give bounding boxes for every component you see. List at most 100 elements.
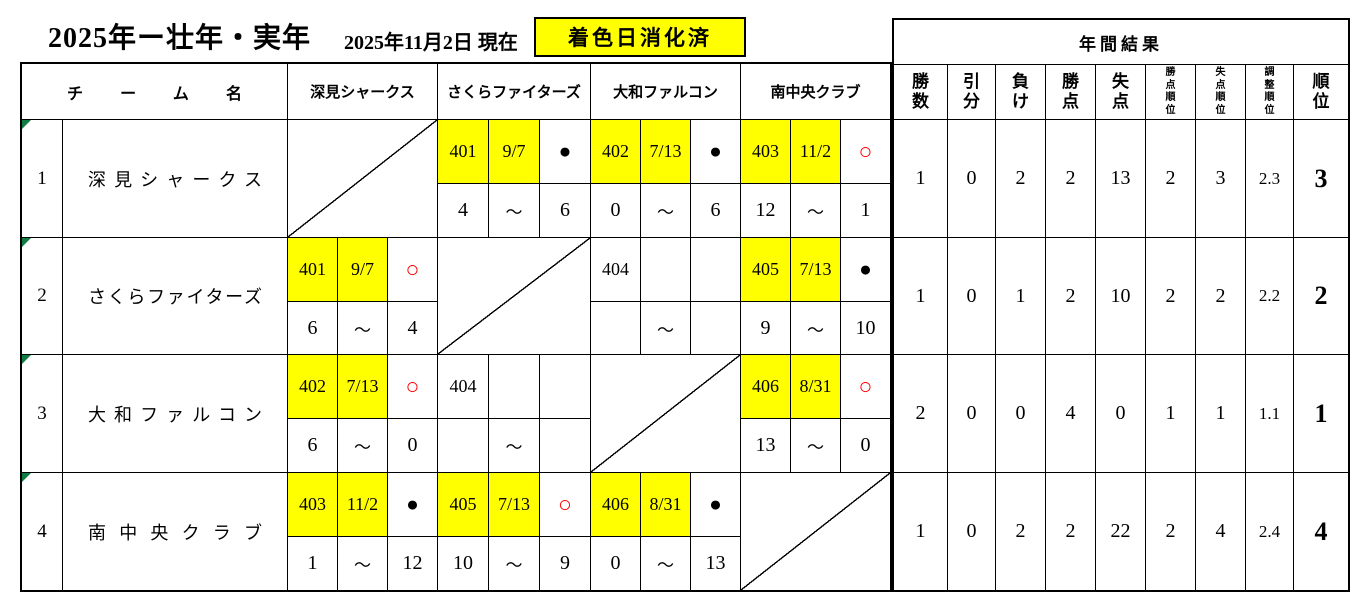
stat-column-header-points[interactable]: 勝点 bbox=[1045, 65, 1095, 119]
row-number-cell[interactable]: 4 bbox=[22, 473, 62, 590]
stat-points-against-cell[interactable]: 13 bbox=[1095, 120, 1145, 237]
score-separator-cell[interactable]: ～ bbox=[790, 302, 840, 354]
stat-points-against-cell[interactable]: 0 bbox=[1095, 355, 1145, 472]
stat-against-rank-cell[interactable]: 2 bbox=[1195, 238, 1245, 354]
score-cell[interactable]: 12 bbox=[387, 537, 437, 590]
stat-losses-cell[interactable]: 0 bbox=[995, 355, 1045, 472]
team-column-header[interactable]: チーム名 bbox=[22, 64, 287, 119]
game-number-cell[interactable]: 401 bbox=[438, 120, 488, 183]
opponent-header[interactable]: 深見シャークス bbox=[287, 64, 437, 119]
stat-losses-cell[interactable]: 1 bbox=[995, 238, 1045, 354]
score-separator-cell[interactable]: ～ bbox=[488, 419, 539, 472]
score-cell[interactable]: 0 bbox=[840, 419, 890, 472]
stat-points-cell[interactable]: 4 bbox=[1045, 355, 1095, 472]
game-date-cell[interactable]: 11/2 bbox=[790, 120, 840, 183]
score-cell[interactable]: 12 bbox=[755, 199, 776, 221]
game-number-cell[interactable]: 403 bbox=[741, 120, 790, 183]
score-cell[interactable]: 6 bbox=[690, 184, 740, 237]
score-cell[interactable]: 6 bbox=[539, 184, 590, 237]
game-date-cell[interactable]: 7/13 bbox=[488, 473, 539, 536]
game-result-mark-cell[interactable]: ● bbox=[840, 238, 890, 301]
stat-wins-cell[interactable]: 1 bbox=[915, 520, 926, 542]
game-number-cell[interactable]: 402 bbox=[288, 355, 337, 418]
game-number-cell[interactable]: 404 bbox=[602, 259, 629, 279]
game-number-cell[interactable]: 403 bbox=[288, 473, 337, 536]
score-cell[interactable]: 10 bbox=[840, 302, 890, 354]
game-result-mark-cell[interactable]: ● bbox=[387, 473, 437, 536]
stat-draws-cell[interactable]: 0 bbox=[947, 120, 995, 237]
score-cell[interactable] bbox=[591, 302, 640, 354]
score-separator-cell[interactable]: ～ bbox=[640, 302, 690, 354]
game-date-cell[interactable] bbox=[488, 355, 539, 418]
stat-against-rank-cell[interactable]: 3 bbox=[1195, 120, 1245, 237]
stat-points-against-cell[interactable]: 22 bbox=[1095, 473, 1145, 590]
score-separator-cell[interactable]: ～ bbox=[488, 537, 539, 590]
score-cell[interactable] bbox=[539, 419, 590, 472]
row-number-cell[interactable]: 1 bbox=[22, 120, 62, 237]
score-cell[interactable] bbox=[438, 419, 488, 472]
opponent-header[interactable]: 南中央クラブ bbox=[740, 64, 890, 119]
score-cell[interactable]: 6 bbox=[307, 434, 318, 456]
as-of-date[interactable]: 2025年11月2日 現在 bbox=[344, 32, 518, 54]
stat-adjusted-rank-cell[interactable]: 1.1 bbox=[1245, 355, 1293, 472]
stat-losses-cell[interactable]: 2 bbox=[995, 120, 1045, 237]
game-date-cell[interactable]: 9/7 bbox=[488, 120, 539, 183]
rank-cell[interactable]: 2 bbox=[1293, 238, 1348, 354]
annual-results-title[interactable]: 年間結果 bbox=[1079, 34, 1163, 54]
stat-points-cell[interactable]: 2 bbox=[1045, 238, 1095, 354]
stat-wins-cell[interactable]: 1 bbox=[915, 284, 926, 307]
score-cell[interactable] bbox=[690, 302, 740, 354]
team-name-cell[interactable]: 深見シャークス bbox=[62, 120, 287, 237]
rank-cell[interactable]: 3 bbox=[1293, 120, 1348, 237]
game-result-mark-cell[interactable]: ○ bbox=[840, 355, 890, 418]
score-cell[interactable]: 6 bbox=[307, 316, 318, 339]
stat-adjusted-rank-cell[interactable]: 2.4 bbox=[1245, 473, 1293, 590]
stat-draws-cell[interactable]: 0 bbox=[947, 355, 995, 472]
game-result-mark-cell[interactable] bbox=[539, 355, 590, 418]
game-date-cell[interactable]: 11/2 bbox=[337, 473, 387, 536]
score-cell[interactable]: 4 bbox=[458, 199, 468, 221]
game-number-cell[interactable]: 406 bbox=[741, 355, 790, 418]
stat-points-rank-cell[interactable]: 2 bbox=[1145, 238, 1195, 354]
score-cell[interactable]: 4 bbox=[387, 302, 437, 354]
stat-adjusted-rank-cell[interactable]: 2.3 bbox=[1245, 120, 1293, 237]
game-result-mark-cell[interactable]: ● bbox=[690, 473, 740, 536]
game-result-mark-cell[interactable] bbox=[690, 238, 740, 301]
score-cell[interactable]: 0 bbox=[387, 419, 437, 472]
page-title[interactable]: 2025年ー壮年・実年 bbox=[48, 23, 312, 54]
rank-cell[interactable]: 1 bbox=[1293, 355, 1348, 472]
team-name-cell[interactable]: さくらファイターズ bbox=[62, 238, 287, 354]
stat-column-header-adjusted-rank[interactable]: 調整順位 bbox=[1245, 65, 1293, 119]
score-separator-cell[interactable]: ～ bbox=[640, 184, 690, 237]
game-result-mark-cell[interactable]: ○ bbox=[387, 355, 437, 418]
stat-draws-cell[interactable]: 0 bbox=[947, 238, 995, 354]
stat-wins-cell[interactable]: 1 bbox=[915, 167, 926, 189]
opponent-header[interactable]: さくらファイターズ bbox=[437, 64, 590, 119]
opponent-header[interactable]: 大和ファルコン bbox=[590, 64, 740, 119]
game-date-cell[interactable]: 9/7 bbox=[337, 238, 387, 301]
stat-adjusted-rank-cell[interactable]: 2.2 bbox=[1245, 238, 1293, 354]
game-result-mark-cell[interactable]: ● bbox=[539, 120, 590, 183]
game-date-cell[interactable]: 7/13 bbox=[337, 355, 387, 418]
game-date-cell[interactable]: 8/31 bbox=[640, 473, 690, 536]
stat-points-rank-cell[interactable]: 2 bbox=[1145, 473, 1195, 590]
score-cell[interactable]: 1 bbox=[307, 552, 318, 574]
score-cell[interactable]: 13 bbox=[755, 434, 776, 456]
game-number-cell[interactable]: 404 bbox=[449, 376, 477, 396]
game-result-mark-cell[interactable]: ○ bbox=[539, 473, 590, 536]
team-name-cell[interactable]: 南中央クラブ bbox=[62, 473, 287, 590]
rank-cell[interactable]: 4 bbox=[1293, 473, 1348, 590]
score-cell[interactable]: 9 bbox=[539, 537, 590, 590]
game-number-cell[interactable]: 405 bbox=[438, 473, 488, 536]
score-separator-cell[interactable]: ～ bbox=[790, 184, 840, 237]
team-name-cell[interactable]: 大和ファルコン bbox=[62, 355, 287, 472]
score-separator-cell[interactable]: ～ bbox=[488, 184, 539, 237]
stat-points-rank-cell[interactable]: 1 bbox=[1145, 355, 1195, 472]
stat-points-cell[interactable]: 2 bbox=[1045, 473, 1095, 590]
stat-column-header-rank[interactable]: 順位 bbox=[1293, 65, 1348, 119]
game-result-mark-cell[interactable]: ○ bbox=[387, 238, 437, 301]
row-number-cell[interactable]: 2 bbox=[22, 238, 62, 354]
game-result-mark-cell[interactable]: ○ bbox=[840, 120, 890, 183]
stat-column-header-points-against[interactable]: 失点 bbox=[1095, 65, 1145, 119]
game-number-cell[interactable]: 405 bbox=[741, 238, 790, 301]
